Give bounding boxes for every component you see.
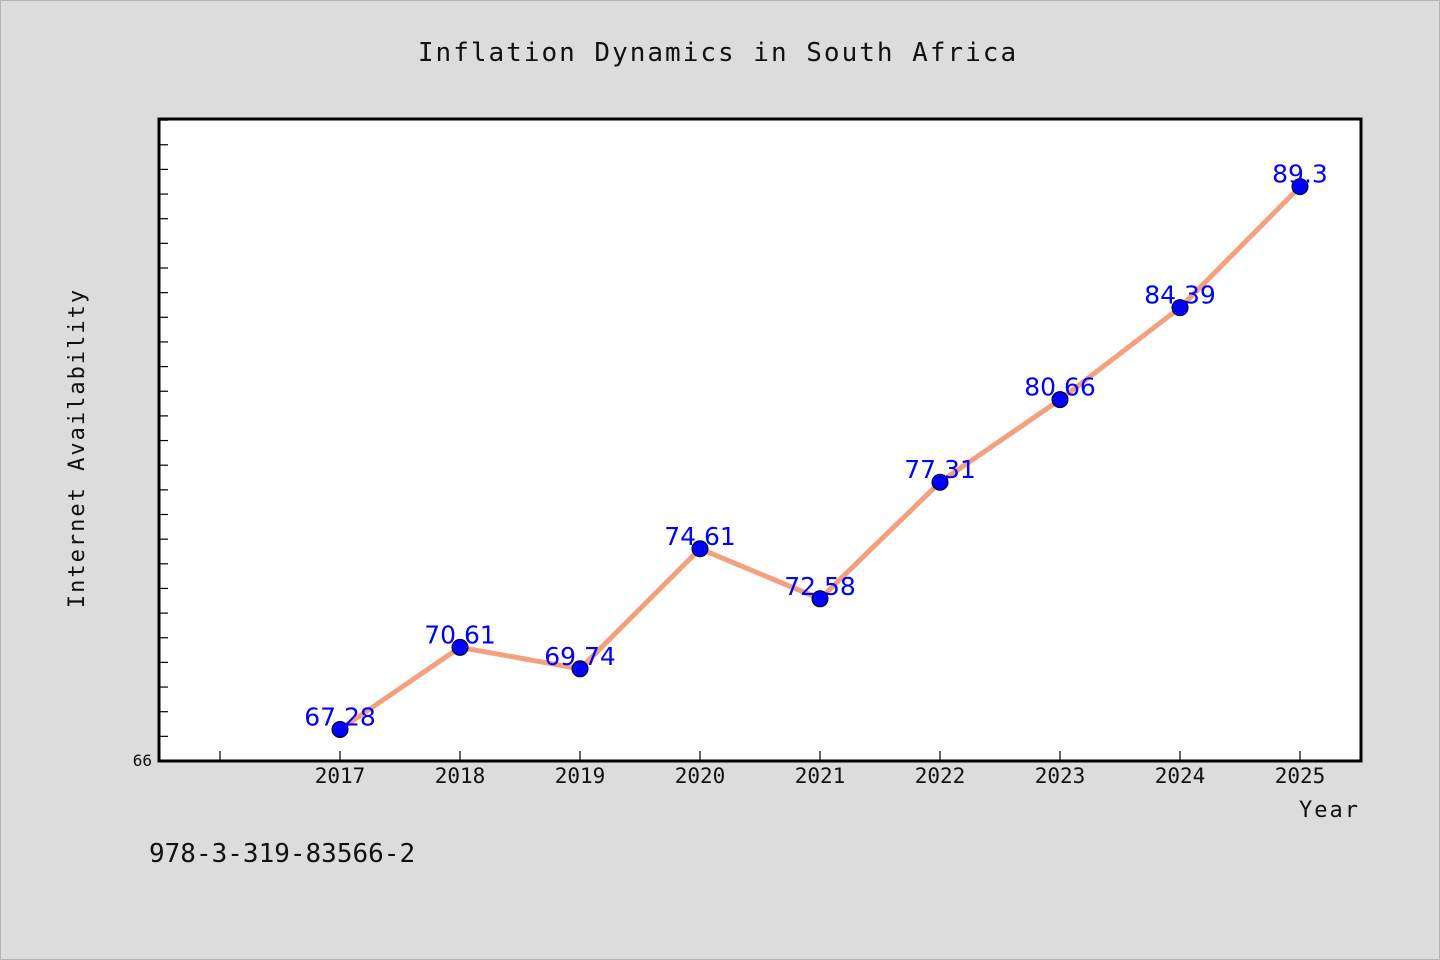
x-tick-label-2019: 2019 (555, 764, 606, 788)
x-tick-label-2022: 2022 (915, 764, 966, 788)
x-axis-ticks (219, 751, 1301, 761)
y-axis-ticks (159, 119, 168, 762)
data-point-2021 (811, 590, 829, 608)
data-label-2024: 84.39 (1144, 281, 1216, 310)
y-tick-label-66: 66 (133, 751, 152, 770)
data-point-2024 (1171, 299, 1189, 317)
x-tick-label-2021: 2021 (795, 764, 846, 788)
data-label-2019: 69.74 (544, 642, 616, 671)
plot-area (157, 117, 1363, 763)
x-axis-label: Year (1299, 798, 1360, 823)
x-tick-label-2020: 2020 (675, 764, 726, 788)
data-point-2019 (571, 660, 589, 678)
data-label-2022: 77.31 (904, 455, 976, 484)
x-tick-label-2017: 2017 (315, 764, 366, 788)
data-label-2025: 89.3 (1272, 160, 1328, 189)
data-label-2023: 80.66 (1024, 373, 1096, 402)
x-tick-label-2024: 2024 (1155, 764, 1206, 788)
data-label-2017: 67.28 (304, 702, 376, 731)
x-tick-label-2018: 2018 (435, 764, 486, 788)
x-tick-label-2023: 2023 (1035, 764, 1086, 788)
isbn-text: 978-3-319-83566-2 (149, 839, 415, 869)
data-point-2017 (331, 720, 349, 738)
data-point-2018 (451, 638, 469, 656)
y-axis-label: Internet Availability (65, 288, 90, 608)
x-tick-labels: 2017 2018 2019 2020 2021 2022 2023 2024 2025 (315, 764, 1326, 788)
data-label-2018: 70.61 (424, 620, 496, 649)
data-label-2021: 72.58 (784, 572, 856, 601)
chart-title: Inflation Dynamics in South Africa (418, 38, 1018, 68)
series-internet-availability: 67.28 70.61 69.74 74.61 72.58 77.31 80.66 84.39… (304, 160, 1328, 738)
data-point-2020 (691, 540, 709, 558)
data-point-2022 (931, 473, 949, 491)
data-label-2020: 74.61 (664, 522, 736, 551)
data-point-2023 (1051, 391, 1069, 409)
x-tick-label-2025: 2025 (1275, 764, 1326, 788)
data-point-2025 (1291, 178, 1309, 196)
